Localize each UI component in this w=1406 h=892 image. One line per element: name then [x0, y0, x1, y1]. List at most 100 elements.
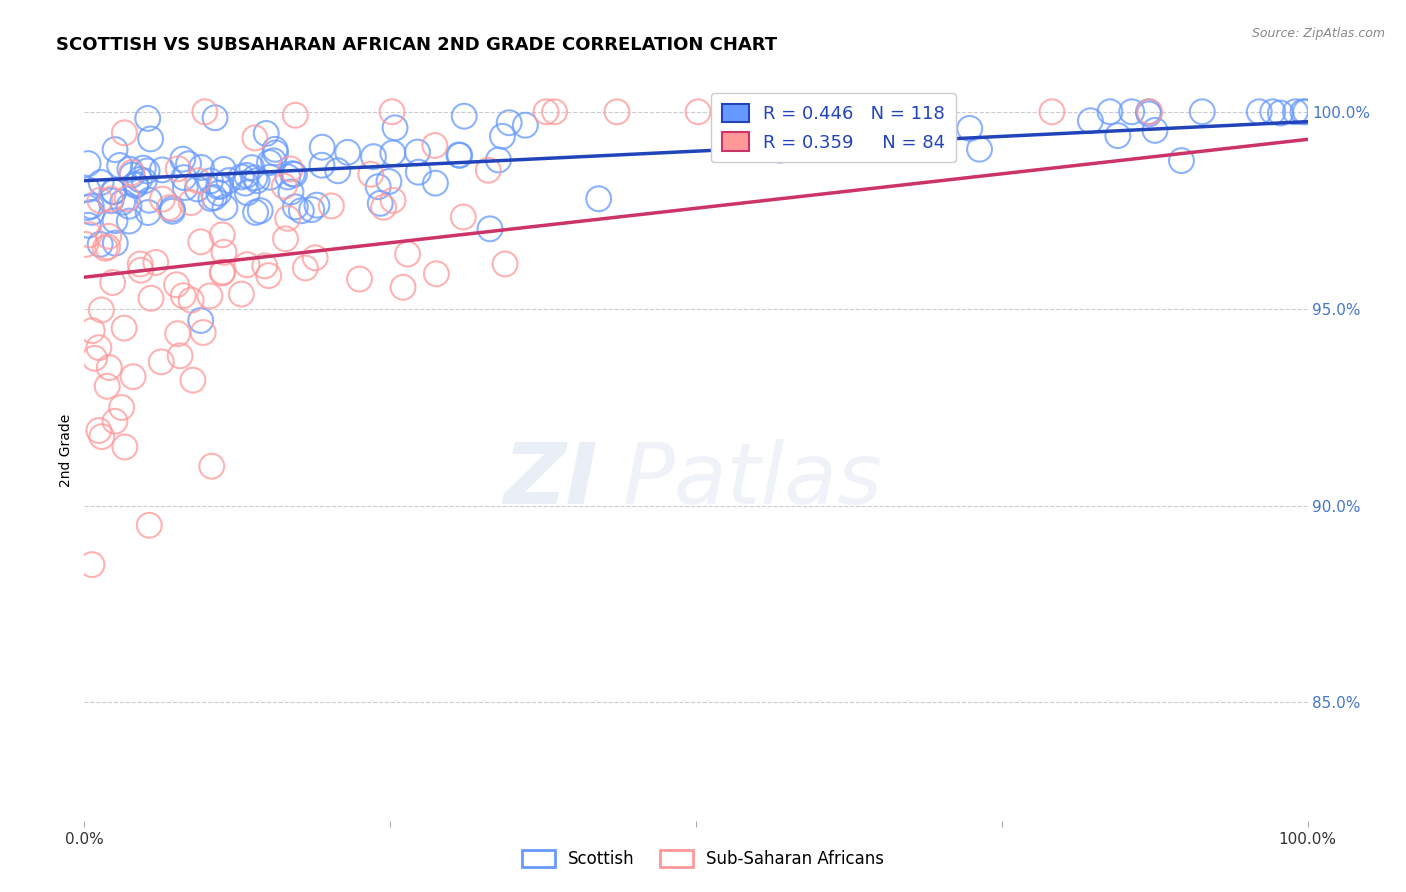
- Point: [104, 143, 127, 157]
- Point: [259, 170, 281, 185]
- Point: [79, 227, 101, 242]
- Point: [118, 214, 141, 228]
- Point: [108, 158, 131, 172]
- Point: [132, 161, 155, 176]
- Point: [1098, 104, 1121, 119]
- Point: [326, 163, 349, 178]
- Point: [378, 174, 401, 188]
- Point: [477, 163, 499, 178]
- Point: [284, 200, 307, 214]
- Point: [122, 369, 145, 384]
- Point: [277, 169, 299, 184]
- Point: [236, 258, 259, 272]
- Point: [90, 176, 112, 190]
- Point: [124, 177, 146, 191]
- Point: [1170, 153, 1192, 168]
- Point: [112, 321, 135, 335]
- Point: [1270, 106, 1292, 120]
- Point: [83, 351, 105, 366]
- Point: [494, 257, 516, 271]
- Point: [174, 180, 197, 194]
- Point: [277, 211, 299, 226]
- Point: [200, 174, 222, 188]
- Point: [211, 227, 233, 242]
- Point: [240, 161, 263, 175]
- Point: [491, 129, 513, 144]
- Point: [301, 202, 323, 217]
- Point: [478, 222, 501, 236]
- Point: [90, 302, 112, 317]
- Point: [280, 161, 302, 176]
- Point: [121, 166, 143, 180]
- Point: [169, 349, 191, 363]
- Point: [103, 185, 125, 199]
- Point: [903, 104, 925, 119]
- Point: [172, 152, 194, 166]
- Y-axis label: 2nd Grade: 2nd Grade: [59, 414, 73, 487]
- Point: [118, 199, 141, 213]
- Point: [101, 276, 124, 290]
- Point: [89, 237, 111, 252]
- Point: [211, 266, 233, 280]
- Point: [87, 424, 110, 438]
- Point: [201, 459, 224, 474]
- Point: [208, 186, 231, 200]
- Point: [218, 173, 240, 187]
- Point: [134, 174, 156, 188]
- Point: [381, 145, 404, 160]
- Text: SCOTTISH VS SUBSAHARAN AFRICAN 2ND GRADE CORRELATION CHART: SCOTTISH VS SUBSAHARAN AFRICAN 2ND GRADE…: [56, 36, 778, 54]
- Point: [449, 148, 471, 162]
- Point: [235, 169, 257, 183]
- Point: [129, 257, 152, 271]
- Point: [100, 194, 122, 208]
- Point: [263, 153, 285, 168]
- Point: [311, 140, 333, 154]
- Point: [259, 155, 281, 169]
- Point: [1139, 104, 1161, 119]
- Point: [80, 558, 103, 572]
- Point: [103, 185, 125, 199]
- Point: [80, 205, 103, 219]
- Point: [177, 157, 200, 171]
- Point: [425, 176, 447, 190]
- Point: [212, 245, 235, 260]
- Point: [1261, 104, 1284, 119]
- Point: [94, 241, 117, 255]
- Point: [284, 108, 307, 122]
- Point: [769, 143, 792, 157]
- Point: [381, 104, 404, 119]
- Point: [181, 373, 204, 387]
- Point: [959, 121, 981, 136]
- Point: [114, 440, 136, 454]
- Legend: Scottish, Sub-Saharan Africans: Scottish, Sub-Saharan Africans: [515, 843, 891, 875]
- Point: [294, 260, 316, 275]
- Point: [1143, 123, 1166, 137]
- Point: [97, 229, 120, 244]
- Point: [392, 280, 415, 294]
- Point: [264, 142, 287, 156]
- Point: [138, 518, 160, 533]
- Point: [97, 240, 120, 254]
- Point: [688, 104, 710, 119]
- Text: ZI: ZI: [503, 439, 598, 522]
- Point: [349, 272, 371, 286]
- Point: [129, 263, 152, 277]
- Point: [77, 219, 100, 233]
- Point: [104, 213, 127, 227]
- Point: [367, 179, 389, 194]
- Point: [408, 165, 430, 179]
- Point: [1137, 107, 1160, 121]
- Point: [447, 148, 470, 162]
- Point: [139, 132, 162, 146]
- Point: [534, 104, 557, 119]
- Point: [104, 236, 127, 251]
- Point: [1107, 128, 1129, 143]
- Point: [382, 194, 405, 208]
- Point: [396, 247, 419, 261]
- Point: [121, 168, 143, 182]
- Point: [173, 170, 195, 185]
- Point: [145, 255, 167, 269]
- Point: [254, 127, 277, 141]
- Point: [280, 185, 302, 199]
- Point: [136, 164, 159, 178]
